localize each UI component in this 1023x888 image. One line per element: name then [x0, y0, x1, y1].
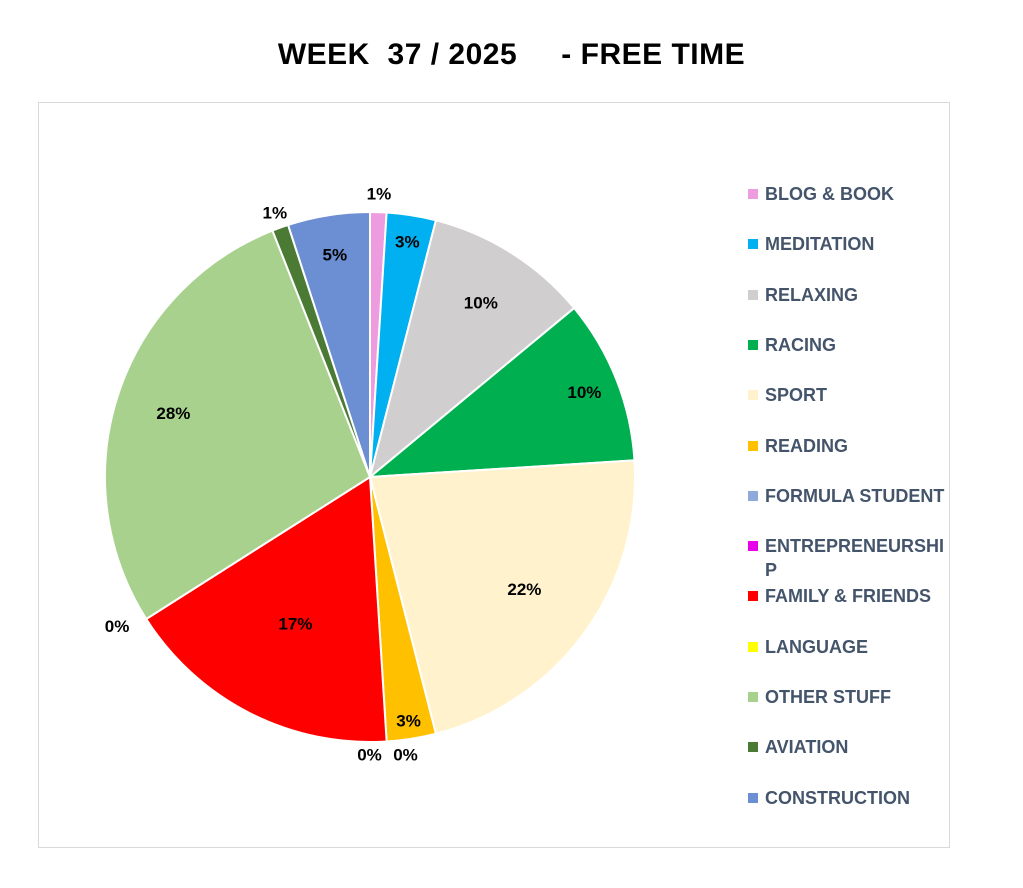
- pie-slice-construction: [286, 210, 371, 478]
- slice-label-sport: 22%: [507, 580, 541, 599]
- legend-item-blog-and-book: BLOG & BOOK: [748, 182, 958, 206]
- slice-label-other-stuff: 28%: [156, 404, 190, 423]
- pie-slice-other-stuff: [104, 229, 372, 621]
- slice-label-construction: 5%: [323, 246, 348, 265]
- chart-title: WEEK 37 / 2025 - FREE TIME: [277, 38, 746, 71]
- pie-slice-relaxing: [368, 219, 576, 480]
- legend-label: MEDITATION: [765, 234, 875, 255]
- legend-label: RACING: [765, 334, 836, 355]
- legend-label: OTHER STUFF: [765, 687, 891, 707]
- legend-item-other-stuff: OTHER STUFF: [748, 685, 958, 709]
- slice-label-formula-student: 0%: [357, 746, 382, 765]
- legend-item-entrepreneurship: ENTREPRENEURSHIP: [748, 534, 958, 582]
- legend-swatch: [748, 289, 758, 300]
- legend-item-meditation: MEDITATION: [748, 232, 958, 256]
- legend-item-reading: READING: [748, 434, 958, 458]
- legend-label: SPORT: [765, 385, 828, 406]
- legend-label: LANGUAGE: [765, 636, 868, 657]
- slice-label-meditation: 3%: [395, 232, 420, 251]
- legend-label: RELAXING: [765, 284, 859, 305]
- slice-label-relaxing: 10%: [464, 294, 498, 313]
- legend-item-relaxing: RELAXING: [748, 283, 958, 307]
- legend-label: READING: [765, 435, 849, 456]
- pie-slice-racing: [366, 306, 636, 479]
- legend-swatch: [748, 189, 758, 199]
- legend-swatch: [748, 692, 758, 702]
- legend-swatch: [748, 641, 758, 652]
- slice-label-entrepreneurship: 0%: [393, 746, 418, 765]
- legend-item-family-and-friends: FAMILY & FRIENDS: [748, 584, 958, 608]
- legend-label: ENTREPRENEURSHIP: [765, 536, 945, 581]
- legend-swatch: [748, 440, 758, 451]
- slice-label-blog-and-book: 1%: [367, 185, 392, 204]
- slice-label-family-and-friends: 17%: [278, 614, 312, 633]
- legend-label: FORMULA STUDENT: [765, 485, 945, 506]
- legend-swatch: [748, 792, 758, 803]
- pie-slice-sport: [368, 459, 636, 735]
- legend-item-formula-student: FORMULA STUDENT: [748, 484, 958, 508]
- pie-slice-family-and-friends: [144, 475, 388, 743]
- legend-label: AVIATION: [765, 737, 849, 758]
- legend-item-construction: CONSTRUCTION: [748, 786, 958, 810]
- slice-label-racing: 10%: [567, 383, 601, 402]
- legend-swatch: [748, 490, 758, 501]
- chart-plot-area: [38, 102, 950, 848]
- legend-label: BLOG & BOOK: [765, 184, 894, 204]
- legend-swatch: [748, 339, 758, 350]
- legend-swatch: [748, 541, 758, 552]
- legend-swatch: [748, 591, 758, 602]
- legend-label: FAMILY & FRIENDS: [765, 586, 932, 607]
- legend-item-aviation: AVIATION: [748, 735, 958, 759]
- legend-swatch: [748, 742, 758, 753]
- legend-item-sport: SPORT: [748, 383, 958, 407]
- legend-label: CONSTRUCTION: [765, 787, 910, 808]
- legend-swatch: [748, 239, 758, 250]
- legend-swatch: [748, 390, 758, 401]
- slice-label-language: 0%: [105, 617, 130, 636]
- slice-label-reading: 3%: [396, 711, 421, 730]
- legend-item-language: LANGUAGE: [748, 635, 958, 659]
- slice-label-aviation: 1%: [263, 204, 288, 223]
- legend-item-racing: RACING: [748, 333, 958, 357]
